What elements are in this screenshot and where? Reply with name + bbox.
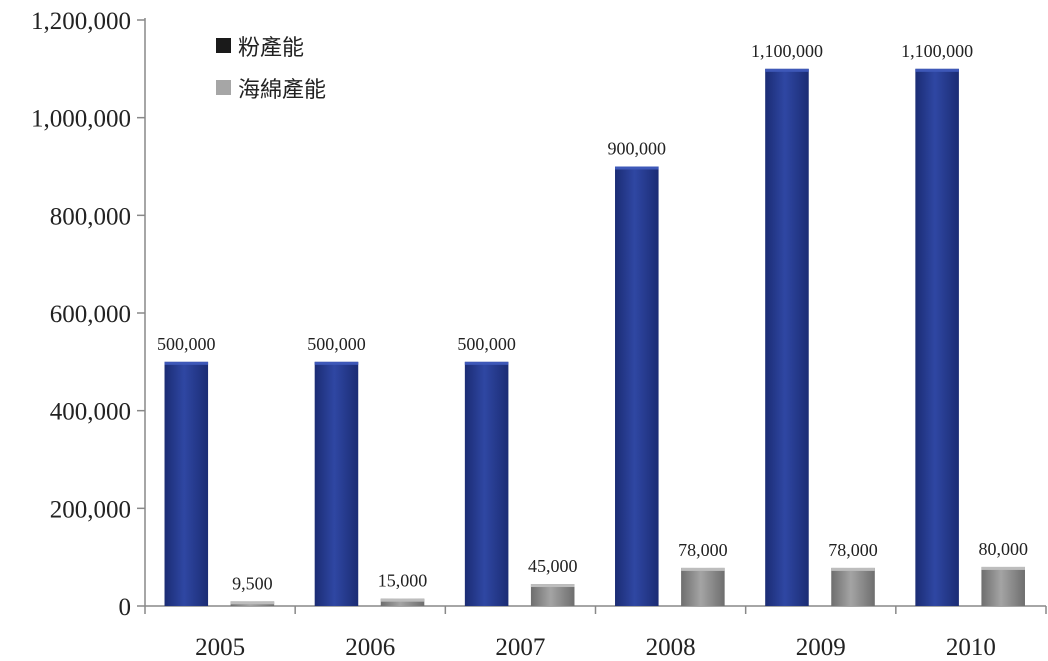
bar-value-label: 9,500 xyxy=(232,573,273,593)
x-axis: 2005 2006 2007 2008 2009 2010 xyxy=(144,605,1047,661)
bar-value-label: 78,000 xyxy=(678,540,728,560)
powder-capacity-bar xyxy=(915,68,959,607)
sponge-capacity-bar xyxy=(380,598,425,606)
sponge-capacity-bar-cap xyxy=(681,567,725,571)
sponge-capacity-bar-cap xyxy=(230,601,275,605)
bar-value-label: 500,000 xyxy=(157,334,216,354)
y-tick-label: 0 xyxy=(119,594,132,621)
y-tick-label: 400,000 xyxy=(50,399,131,426)
powder-capacity-bar xyxy=(765,68,809,607)
legend-label-sponge: 海綿產能 xyxy=(238,78,326,103)
bar-value-label: 1,100,000 xyxy=(751,41,823,61)
powder-capacity-bar xyxy=(615,166,659,606)
bar-value-label: 80,000 xyxy=(978,539,1028,559)
bar-value-label: 1,100,000 xyxy=(901,41,973,61)
sponge-capacity-bar-cap xyxy=(380,598,425,602)
bar-value-label: 78,000 xyxy=(828,540,878,560)
powder-capacity-bar xyxy=(464,361,509,606)
powder-capacity-bar xyxy=(314,361,359,606)
sponge-capacity-bar xyxy=(530,584,575,606)
legend-swatch-sponge xyxy=(216,80,231,95)
legend-label-powder: 粉產能 xyxy=(238,36,304,61)
legend: 粉產能 海綿產能 xyxy=(216,36,326,103)
y-axis: 0 200,000 400,000 600,000 800,000 1,000,000 1,… xyxy=(31,8,146,621)
powder-capacity-bar-cap xyxy=(464,361,509,365)
y-axis-ticks: 0 200,000 400,000 600,000 800,000 1,000,000 1,… xyxy=(31,8,145,621)
x-category-label: 2008 xyxy=(646,634,696,661)
sponge-capacity-bar xyxy=(831,567,875,606)
x-category-label: 2007 xyxy=(495,634,545,661)
powder-capacity-bar-cap xyxy=(765,68,809,72)
y-tick-label: 600,000 xyxy=(50,301,131,328)
x-category-label: 2010 xyxy=(946,634,996,661)
legend-swatch-powder xyxy=(216,38,231,53)
bars xyxy=(164,68,1025,607)
sponge-capacity-bar xyxy=(681,567,725,606)
x-category-label: 2006 xyxy=(345,634,395,661)
y-tick-label: 1,200,000 xyxy=(31,8,131,35)
powder-capacity-bar-cap xyxy=(314,361,359,365)
powder-capacity-bar-cap xyxy=(164,361,209,365)
bar-value-label: 15,000 xyxy=(378,571,428,591)
sponge-capacity-bar-cap xyxy=(831,567,875,571)
data-labels: 500,000 500,000 500,000 900,000 1,100,000 1,1… xyxy=(157,41,1028,594)
y-tick-label: 1,000,000 xyxy=(31,106,131,133)
sponge-capacity-bar xyxy=(981,566,1025,606)
powder-capacity-bar xyxy=(164,361,209,606)
bar-value-label: 500,000 xyxy=(307,334,366,354)
y-tick-label: 800,000 xyxy=(50,203,131,230)
bar-value-label: 900,000 xyxy=(608,139,667,159)
x-category-label: 2009 xyxy=(796,634,846,661)
y-tick-label: 200,000 xyxy=(50,496,131,523)
powder-capacity-bar-cap xyxy=(615,166,659,170)
x-axis-ticks: 2005 2006 2007 2008 2009 2010 xyxy=(144,606,1047,661)
sponge-capacity-bar-cap xyxy=(981,566,1025,570)
x-category-label: 2005 xyxy=(195,634,245,661)
sponge-capacity-bar-cap xyxy=(530,584,575,588)
bar-value-label: 500,000 xyxy=(457,334,516,354)
bar-value-label: 45,000 xyxy=(528,556,578,576)
powder-capacity-bar-cap xyxy=(915,68,959,72)
